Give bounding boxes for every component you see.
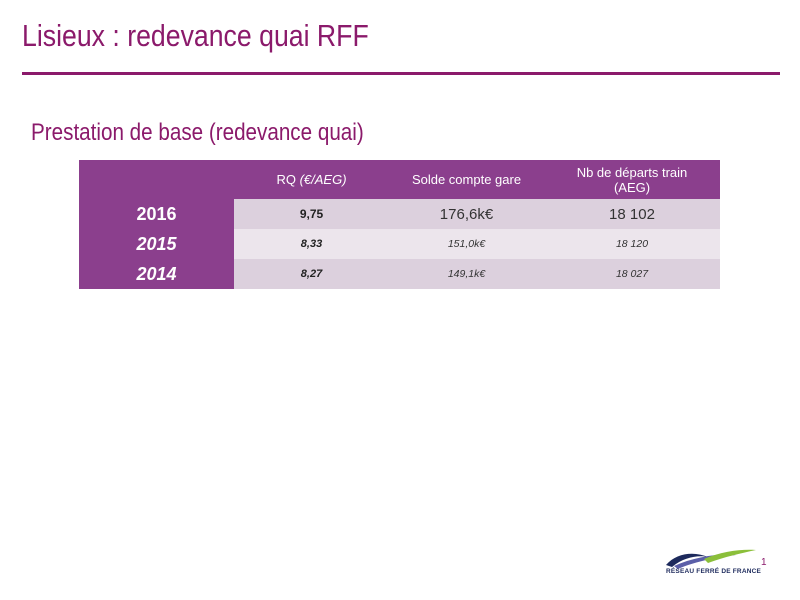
row-departs: 18 120 [544,229,720,259]
header-departs-label: Nb de départs train [576,164,688,180]
row-solde: 149,1k€ [389,259,544,289]
table-row: 2015 8,33 151,0k€ 18 120 [79,229,720,259]
row-year: 2016 [79,199,234,229]
row-rq: 8,27 [234,259,389,289]
header-rq: RQ (€/AEG) [234,160,389,199]
rff-logo [666,549,756,569]
row-year: 2015 [79,229,234,259]
row-solde: 176,6k€ [389,199,544,229]
header-departs-unit: (AEG) [613,179,651,195]
table-row: 2016 9,75 176,6k€ 18 102 [79,199,720,229]
slide-subtitle: Prestation de base (redevance quai) [31,119,364,146]
logo-swoosh-navy [666,553,708,567]
header-year [79,160,234,199]
table-header-row: RQ (€/AEG) Solde compte gare Nb de dépar… [79,160,720,199]
row-rq: 8,33 [234,229,389,259]
header-rq-label: RQ [276,172,296,187]
row-departs: 18 027 [544,259,720,289]
slide-title: Lisieux : redevance quai RFF [22,18,369,53]
header-solde: Solde compte gare [389,160,544,199]
row-year: 2014 [79,259,234,289]
logo-swoosh-green [704,549,756,563]
rff-logo-text: RÉSEAU FERRÉ DE FRANCE [666,568,762,575]
table-row: 2014 8,27 149,1k€ 18 027 [79,259,720,289]
row-departs: 18 102 [544,199,720,229]
logo-swoosh-blue [674,554,736,569]
header-departs: Nb de départs train (AEG) [544,160,720,199]
redevance-table: RQ (€/AEG) Solde compte gare Nb de dépar… [79,160,720,289]
title-divider [22,72,780,75]
row-rq: 9,75 [234,199,389,229]
row-solde: 151,0k€ [389,229,544,259]
page-number: 1 [761,557,767,568]
header-rq-unit: (€/AEG) [299,172,347,187]
